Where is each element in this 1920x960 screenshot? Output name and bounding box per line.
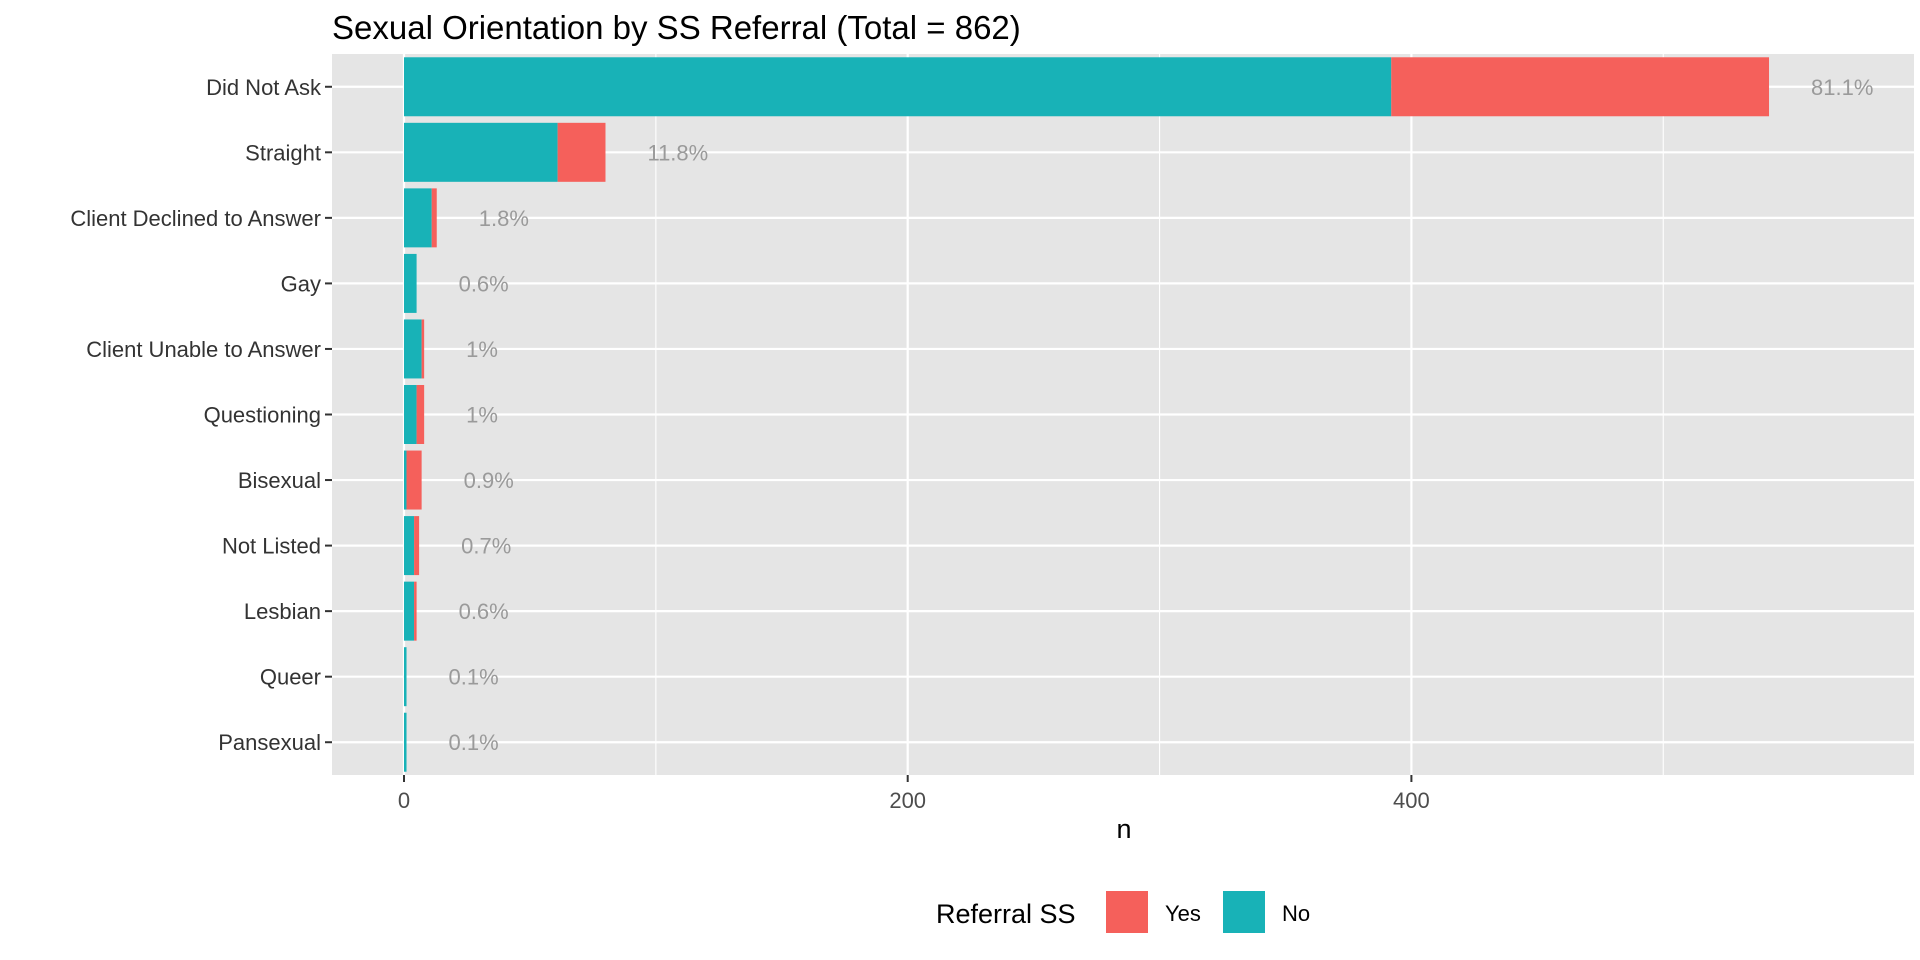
percent-label: 1% xyxy=(466,403,498,428)
percent-label: 11.8% xyxy=(647,140,708,165)
percent-label: 0.1% xyxy=(449,730,499,755)
percent-label: 0.6% xyxy=(459,271,509,296)
bar-segment-yes xyxy=(414,516,420,576)
category-label: Not Listed xyxy=(222,534,321,559)
bar-segment-no xyxy=(404,319,422,379)
bar-segment-yes xyxy=(421,319,425,379)
category-label: Questioning xyxy=(204,403,321,428)
category-label: Client Declined to Answer xyxy=(70,206,321,231)
category-label: Lesbian xyxy=(244,599,321,624)
bar-segment-yes xyxy=(557,122,606,182)
legend-swatch-yes xyxy=(1106,891,1148,933)
bar-segment-yes xyxy=(1391,57,1770,117)
percent-label: 0.6% xyxy=(459,599,509,624)
bar-segment-no xyxy=(404,57,1392,117)
x-tick-label: 200 xyxy=(889,788,926,813)
bar-segment-yes xyxy=(406,450,422,510)
bar-segment-yes xyxy=(416,385,425,444)
bar-segment-no xyxy=(404,253,417,313)
percent-label: 0.9% xyxy=(464,468,514,493)
category-label: Straight xyxy=(245,140,321,165)
bar-segment-no xyxy=(404,712,407,772)
x-tick-label: 0 xyxy=(398,788,410,813)
percent-label: 1.8% xyxy=(479,206,529,231)
percent-label: 0.1% xyxy=(449,665,499,690)
category-label: Queer xyxy=(260,665,321,690)
percent-labels: 81.1% 11.8% 1.8% 0.6% 1% 1% 0.9% 0.7% 0.6% 0.1% 0.… xyxy=(449,75,1874,755)
bar-segment-no xyxy=(404,581,415,641)
bar-segment-no xyxy=(404,450,407,510)
category-label: Did Not Ask xyxy=(206,75,322,100)
bar-segment-yes xyxy=(414,581,417,641)
bar-segment-no xyxy=(404,188,432,248)
bar-segment-no xyxy=(404,122,558,182)
legend-label: Yes xyxy=(1165,901,1201,926)
legend-swatch-no xyxy=(1223,891,1265,933)
bar-segment-no xyxy=(404,647,407,707)
percent-label: 1% xyxy=(466,337,498,362)
x-axis-title: n xyxy=(1116,814,1131,844)
x-axis: 0 200 400 xyxy=(398,775,1430,813)
chart-title: Sexual Orientation by SS Referral (Total… xyxy=(332,9,1021,46)
y-axis: Did Not Ask Straight Client Declined to An… xyxy=(70,75,332,755)
bar-segment-no xyxy=(404,385,417,444)
category-label: Gay xyxy=(281,271,321,296)
bar-segment-yes xyxy=(431,188,437,248)
bars xyxy=(404,57,1770,772)
category-label: Bisexual xyxy=(238,468,321,493)
legend-title: Referral SS xyxy=(936,899,1076,929)
legend-label: No xyxy=(1282,901,1310,926)
bar-segment-no xyxy=(404,516,415,576)
legend: Referral SS Yes No xyxy=(936,891,1310,933)
category-label: Pansexual xyxy=(218,730,321,755)
percent-label: 0.7% xyxy=(461,534,511,559)
category-label: Client Unable to Answer xyxy=(86,337,321,362)
x-tick-label: 400 xyxy=(1393,788,1430,813)
percent-label: 81.1% xyxy=(1811,75,1873,100)
